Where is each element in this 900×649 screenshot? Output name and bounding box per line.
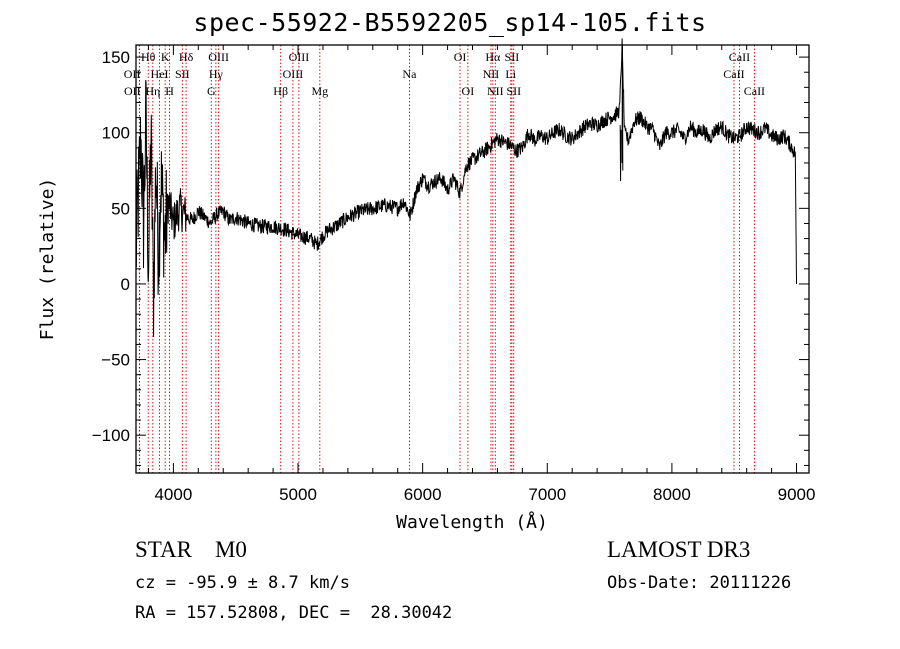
marker-label-24: SII xyxy=(506,84,521,98)
x-tick-label-1: 5000 xyxy=(279,485,317,504)
series-flux xyxy=(135,38,797,338)
chart-title: spec-55922-B5592205_sp14-105.fits xyxy=(193,8,707,37)
redshift-value: cz = -95.9 ± 8.7 km/s xyxy=(135,573,350,593)
marker-label-25: CaII xyxy=(723,67,744,81)
x-tick-label-3: 7000 xyxy=(528,485,566,504)
x-tick-label-5: 9000 xyxy=(778,485,816,504)
x-tick-label-0: 4000 xyxy=(154,485,192,504)
marker-label-0: OII xyxy=(124,67,141,81)
marker-label-1: OII xyxy=(124,84,141,98)
marker-label-15: Mg xyxy=(311,84,328,98)
marker-label-18: OI xyxy=(462,84,475,98)
marker-label-23: SII xyxy=(505,50,520,64)
y-tick-label-3: 50 xyxy=(111,199,130,218)
marker-label-19: NII xyxy=(483,67,500,81)
marker-label-6: H xyxy=(165,84,174,98)
x-axis-label: Wavelength (Å) xyxy=(396,511,548,533)
marker-label-2: Hθ xyxy=(141,50,156,64)
series-spike xyxy=(621,44,624,171)
y-tick-label-4: 100 xyxy=(102,124,130,143)
series-dip xyxy=(619,125,622,182)
survey-name: LAMOST DR3 xyxy=(607,537,751,562)
marker-label-10: Hγ xyxy=(209,67,224,81)
plot-frame xyxy=(135,44,810,474)
object-class: STAR M0 xyxy=(135,537,247,562)
coordinates: RA = 157.52808, DEC = 28.30042 xyxy=(135,603,453,623)
line-markers xyxy=(138,45,755,473)
marker-label-14: OIII xyxy=(289,50,310,64)
marker-label-20: Hα xyxy=(485,50,501,64)
observation-date: Obs-Date: 20111226 xyxy=(607,573,792,593)
y-tick-label-0: −100 xyxy=(92,426,130,445)
marker-label-4: HeI xyxy=(151,67,169,81)
line-marker-labels: OIIOIIHθHηHeIKHSIIHδGHγOIIIHβOIIIOIIIMgN… xyxy=(124,50,765,98)
x-tick-label-2: 6000 xyxy=(404,485,442,504)
marker-label-26: CaII xyxy=(729,50,750,64)
x-tick-label-4: 8000 xyxy=(653,485,691,504)
y-tick-label-5: 150 xyxy=(102,48,130,67)
axis-ticks: 4000 5000 6000 7000 8000 9000 −100 −50 0 50 100 150 xyxy=(92,45,816,504)
y-axis-label: Flux (relative) xyxy=(37,178,58,341)
marker-label-5: K xyxy=(161,50,170,64)
marker-label-8: Hδ xyxy=(179,50,194,64)
y-tick-label-2: 0 xyxy=(121,275,130,294)
marker-label-13: OIII xyxy=(283,67,304,81)
marker-label-27: CaII xyxy=(744,84,765,98)
marker-label-21: NII xyxy=(487,84,504,98)
marker-label-22: Li xyxy=(505,67,516,81)
marker-label-17: OI xyxy=(454,50,467,64)
marker-label-7: SII xyxy=(175,67,190,81)
marker-label-12: Hβ xyxy=(273,84,288,98)
y-tick-label-1: −50 xyxy=(101,351,130,370)
marker-label-11: OIII xyxy=(208,50,229,64)
marker-label-16: Na xyxy=(402,67,417,81)
marker-label-3: Hη xyxy=(145,84,160,98)
marker-label-9: G xyxy=(207,84,216,98)
